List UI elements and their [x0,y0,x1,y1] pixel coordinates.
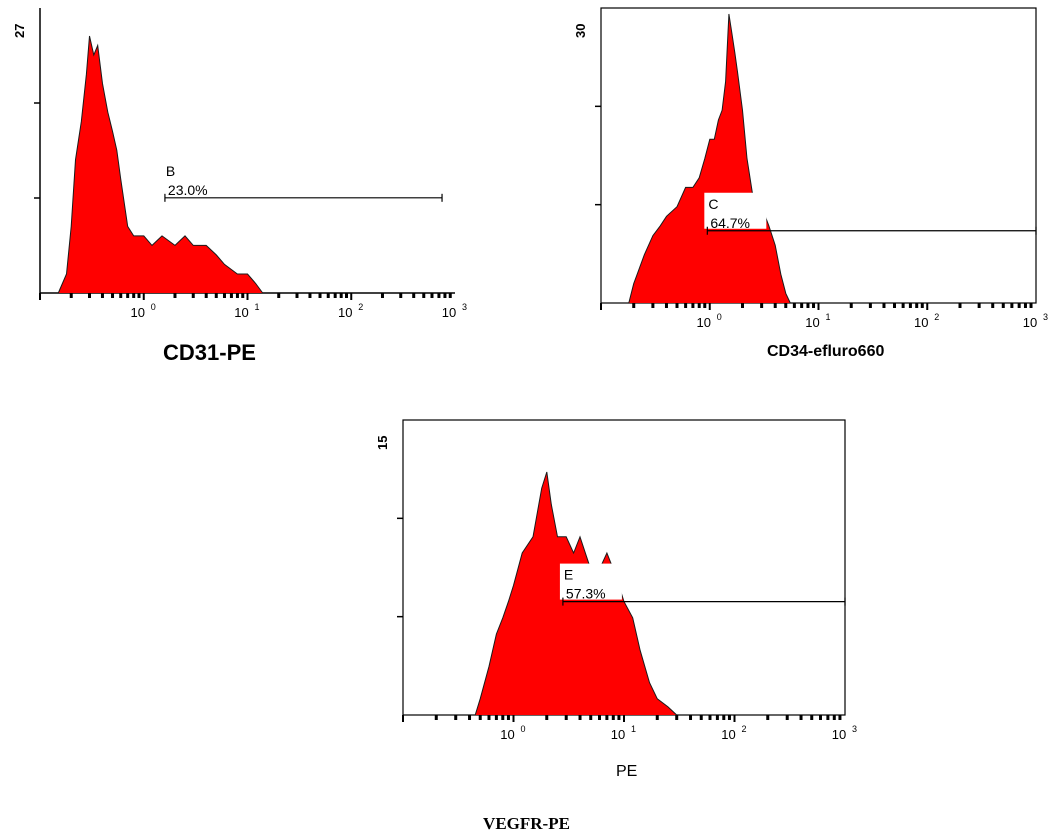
x-axis-title-cd34: CD34-efluro660 [767,343,885,360]
histogram-fill [58,36,263,293]
x-tick-exponent: 2 [358,302,363,312]
x-tick-label: 10 [131,305,145,320]
gate-percent: 57.3% [566,586,606,602]
y-max-label: 15 [375,436,390,450]
x-tick-exponent: 1 [255,302,260,312]
x-axis-title-pe: PE [616,763,638,780]
x-tick-label: 10 [832,727,846,742]
x-tick-exponent: 1 [631,724,636,734]
x-tick-label: 10 [442,305,456,320]
gate-label-background [161,159,224,196]
x-tick-exponent: 0 [717,312,722,322]
x-tick-label: 10 [697,315,711,330]
x-tick-label: 10 [805,315,819,330]
x-tick-label: 10 [721,727,735,742]
x-tick-label: 10 [500,727,514,742]
gate-label-background [704,192,767,229]
figure-caption: VEGFR-PE [483,814,570,833]
x-tick-label: 10 [914,315,928,330]
x-tick-label: 10 [611,727,625,742]
gate-label-background [559,563,622,600]
gate-percent: 23.0% [168,182,208,198]
y-max-label: 27 [12,24,27,38]
x-tick-exponent: 2 [742,724,747,734]
x-tick-exponent: 3 [852,724,857,734]
x-tick-exponent: 3 [1043,312,1048,322]
x-tick-exponent: 2 [934,312,939,322]
y-max-label: 30 [573,24,588,38]
gate-name: C [708,196,718,212]
x-tick-label: 10 [338,305,352,320]
x-tick-exponent: 3 [462,302,467,312]
histogram-outline [57,35,264,294]
x-tick-exponent: 0 [151,302,156,312]
gate-name: E [564,567,573,583]
x-tick-label: 10 [234,305,248,320]
gate-name: B [166,163,175,179]
histogram-outline [474,471,678,716]
x-tick-exponent: 0 [521,724,526,734]
x-axis-title-cd31: CD31-PE [163,340,256,365]
gate-percent: 64.7% [710,215,750,231]
x-tick-exponent: 1 [826,312,831,322]
x-tick-label: 10 [1023,315,1037,330]
